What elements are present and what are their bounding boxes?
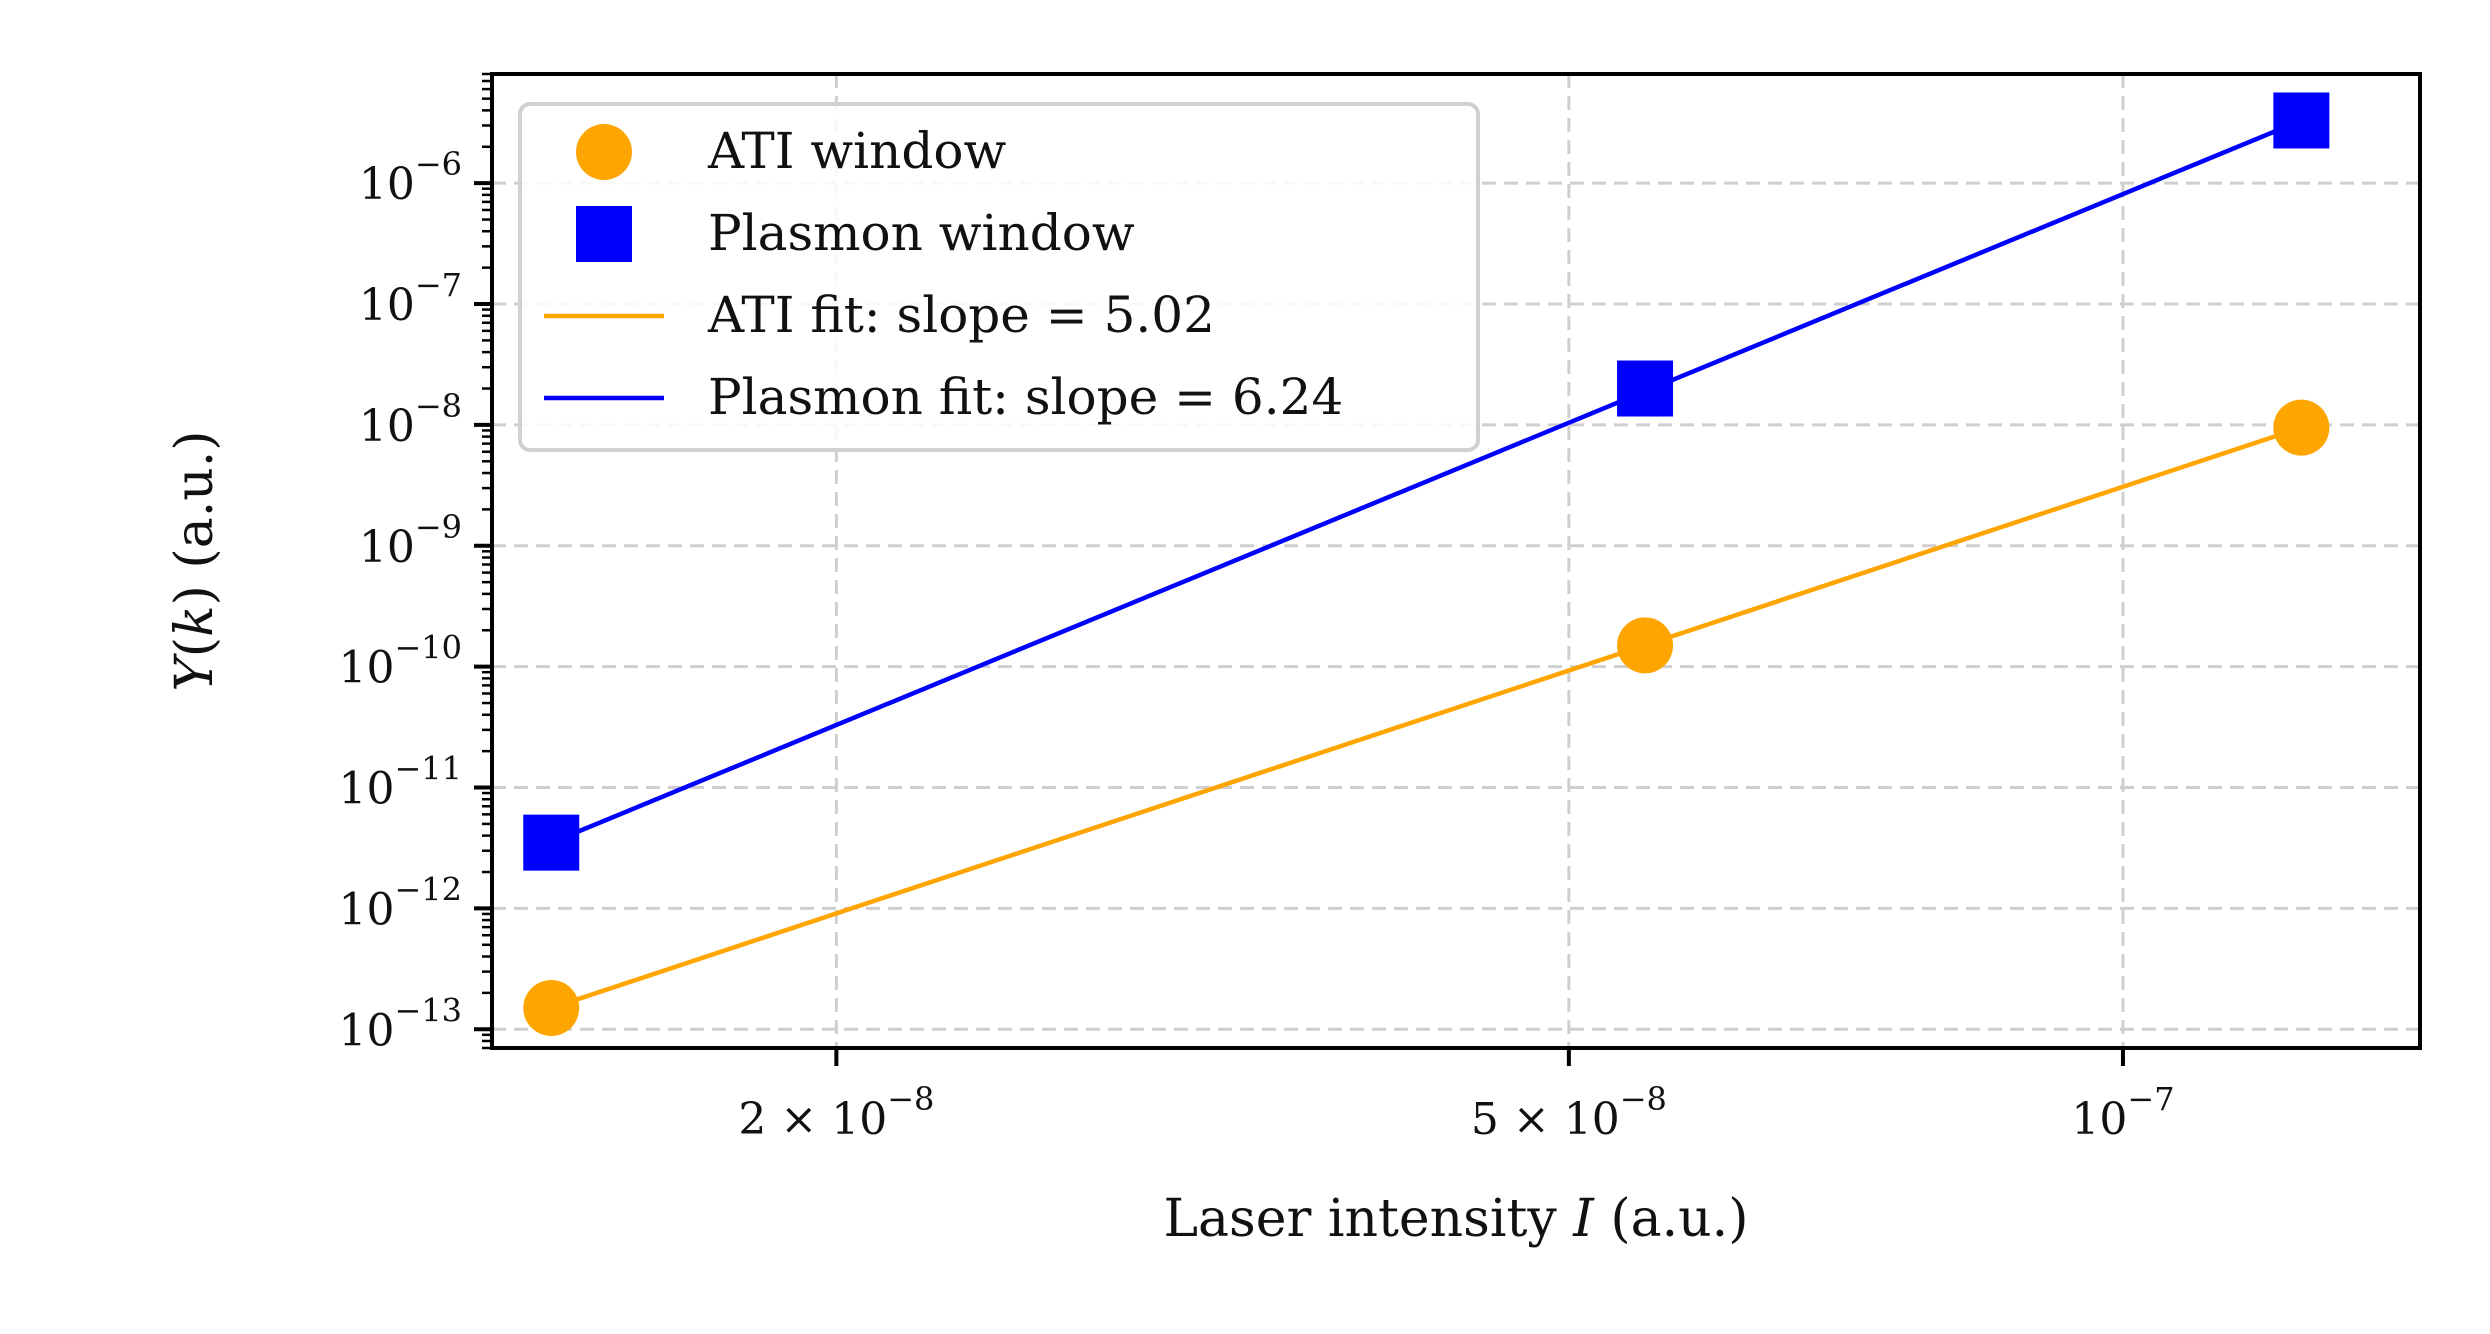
y-axis-label: Y(k) (a.u.): [165, 430, 225, 691]
major-ticks: [474, 181, 2125, 1066]
plasmon-data-point: [523, 814, 580, 871]
ati-data-point: [523, 979, 580, 1036]
fit-lines: [550, 118, 2303, 1011]
legend-label: Plasmon fit: slope = 6.24: [708, 368, 1343, 426]
y-tick-label: 10−13: [338, 991, 462, 1056]
legend-entry: ATI window: [576, 122, 1006, 180]
y-tick-label: 10−8: [359, 387, 462, 452]
legend-entry: ATI fit: slope = 5.02: [544, 286, 1215, 344]
x-tick-label: 5 × 10−8: [1471, 1080, 1667, 1145]
legend-marker: [576, 206, 632, 262]
plot-frame: [490, 72, 2422, 1050]
y-tick-label: 10−12: [338, 870, 462, 935]
data-markers: [523, 92, 2330, 1036]
y-tick-label: 10−10: [338, 629, 462, 694]
fit-line: [550, 118, 2303, 845]
x-tick-label: 10−7: [2071, 1080, 2174, 1145]
legend-marker: [576, 124, 632, 180]
legend-label: ATI fit: slope = 5.02: [707, 286, 1215, 344]
y-tick-label: 10−9: [359, 508, 462, 573]
x-tick-label: 2 × 10−8: [738, 1080, 934, 1145]
legend-entry: Plasmon window: [576, 204, 1135, 262]
x-axis-label: Laser intensity I (a.u.): [1164, 1189, 1749, 1249]
legend: ATI window Plasmon window ATI fit: slope =…: [518, 102, 1480, 452]
legend-entry: Plasmon fit: slope = 6.24: [544, 368, 1343, 426]
minor-ticks: [482, 72, 492, 1050]
legend-label: Plasmon window: [708, 204, 1135, 262]
fit-line: [550, 425, 2303, 1011]
y-tick-label: 10−11: [338, 750, 462, 815]
y-tick-label: 10−7: [359, 266, 462, 331]
legend-label: ATI window: [707, 122, 1006, 180]
plasmon-data-point: [1617, 360, 1674, 417]
ati-data-point: [2273, 399, 2330, 456]
tick-labels: 10−6 10−7 10−8 10−9 10−10 10−11 10−12 10−13 2 × …: [338, 145, 2174, 1145]
ati-data-point: [1617, 617, 1674, 674]
y-tick-label: 10−6: [359, 145, 462, 210]
plasmon-data-point: [2273, 92, 2330, 149]
legend-box: [518, 102, 1480, 452]
